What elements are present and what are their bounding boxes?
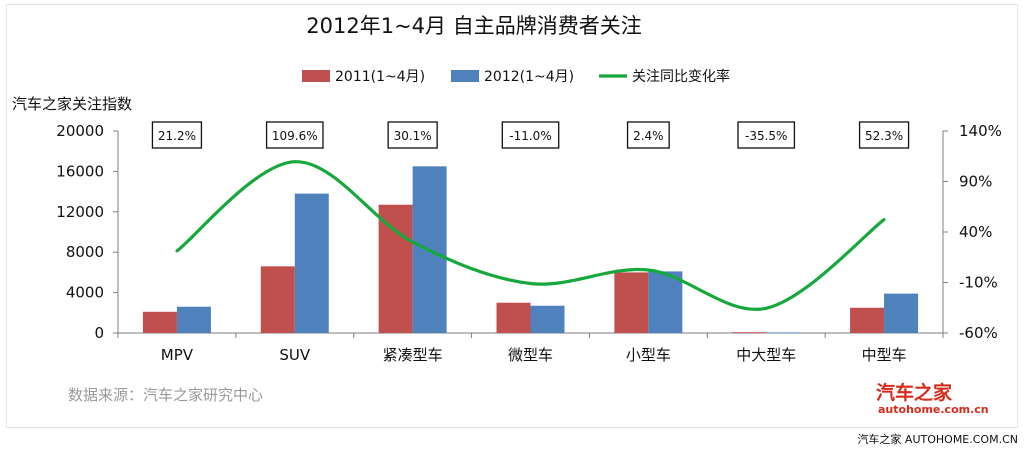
left-tick-label: 4000 bbox=[66, 284, 104, 302]
x-tick-label: 中型车 bbox=[862, 346, 907, 364]
brand-logo: 汽车之家 autohome.com.cn bbox=[876, 381, 989, 416]
change-rate-point bbox=[764, 306, 768, 310]
svg-text:汽车之家: 汽车之家 bbox=[876, 381, 953, 404]
chart-title: 2012年1~4月 自主品牌消费者关注 bbox=[306, 14, 641, 38]
x-tick-label: 紧凑型车 bbox=[383, 346, 443, 364]
left-tick-label: 20000 bbox=[56, 122, 104, 140]
bar-2012 bbox=[176, 306, 211, 333]
legend-swatch bbox=[451, 70, 479, 82]
legend-swatch bbox=[302, 70, 330, 82]
annotation-box bbox=[265, 121, 324, 149]
change-rate-point bbox=[175, 249, 179, 253]
bar-2012 bbox=[884, 293, 919, 333]
bar-2011 bbox=[496, 302, 531, 333]
legend: 2011(1~4月) 2012(1~4月) 关注同比变化率 bbox=[302, 68, 730, 85]
change-rate-point bbox=[882, 218, 886, 222]
annotation-label: 109.6% bbox=[272, 129, 318, 143]
data-source: 数据来源：汽车之家研究中心 bbox=[68, 386, 263, 404]
bar-2012 bbox=[530, 305, 565, 333]
annotation-box bbox=[858, 121, 910, 149]
left-tick-label: 12000 bbox=[56, 203, 104, 221]
annotation-label: -11.0% bbox=[509, 129, 551, 143]
change-rate-point bbox=[411, 240, 415, 244]
annotation-box bbox=[501, 121, 560, 149]
x-tick-label: SUV bbox=[279, 346, 311, 364]
x-tick-label: 小型车 bbox=[626, 346, 671, 364]
change-rate-point bbox=[529, 282, 532, 286]
change-rate-point bbox=[646, 268, 650, 272]
annotation-label: -35.5% bbox=[745, 129, 787, 143]
right-tick-label: 40% bbox=[959, 223, 992, 241]
annotation-box bbox=[387, 121, 438, 149]
right-tick-label: -10% bbox=[959, 274, 998, 292]
x-tick-label: MPV bbox=[161, 346, 194, 364]
top-watermark: 汽车之家 AUTOHOME.COM.CN bbox=[8, 3, 169, 17]
bar-2012 bbox=[294, 193, 329, 333]
plot-area: 20000 16000 12000 8000 4000 0 140% 90% 40% -10% -6… bbox=[56, 121, 1002, 364]
change-rate-point bbox=[293, 160, 297, 164]
left-axis-label: 汽车之家关注指数 bbox=[12, 95, 132, 113]
x-tick-label: 微型车 bbox=[508, 346, 553, 364]
annotation-label: 2.4% bbox=[633, 129, 664, 143]
footer-watermark: 汽车之家 AUTOHOME.COM.CN bbox=[857, 432, 1018, 446]
bar-2011 bbox=[732, 332, 767, 333]
legend-label: 2011(1~4月) bbox=[335, 69, 425, 85]
annotation-label: 30.1% bbox=[394, 129, 432, 143]
right-tick-label: -60% bbox=[959, 324, 998, 342]
left-tick-label: 0 bbox=[94, 324, 104, 342]
left-tick-label: 8000 bbox=[66, 243, 104, 261]
bar-2011 bbox=[142, 311, 177, 333]
bar-2012 bbox=[648, 271, 683, 333]
bar-2011 bbox=[260, 266, 295, 333]
legend-label: 关注同比变化率 bbox=[632, 68, 730, 85]
bar-2011 bbox=[614, 272, 649, 333]
svg-text:autohome.com.cn: autohome.com.cn bbox=[878, 403, 989, 416]
chart-frame bbox=[6, 4, 1018, 428]
right-tick-label: 140% bbox=[959, 122, 1002, 140]
annotation-box bbox=[151, 121, 203, 149]
legend-label: 2012(1~4月) bbox=[484, 69, 574, 85]
annotation-label: 21.2% bbox=[158, 129, 196, 143]
annotation-label: 52.3% bbox=[865, 129, 903, 143]
bar-2012 bbox=[766, 332, 801, 334]
bar-2011 bbox=[850, 307, 885, 333]
right-tick-label: 90% bbox=[959, 173, 992, 191]
bar-2011 bbox=[378, 204, 413, 333]
x-tick-label: 中大型车 bbox=[736, 346, 796, 364]
annotation-box bbox=[737, 121, 796, 149]
annotation-box bbox=[626, 121, 670, 149]
left-tick-label: 16000 bbox=[56, 162, 104, 180]
